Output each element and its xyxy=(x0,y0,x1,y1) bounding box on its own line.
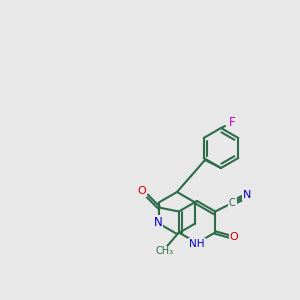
Text: NH: NH xyxy=(189,239,205,249)
Text: C: C xyxy=(229,197,236,208)
Text: O: O xyxy=(230,232,239,242)
Text: O: O xyxy=(137,185,146,196)
Text: CH₃: CH₃ xyxy=(156,247,174,256)
Text: N: N xyxy=(243,190,251,200)
Text: N: N xyxy=(153,216,162,229)
Text: F: F xyxy=(229,116,235,130)
